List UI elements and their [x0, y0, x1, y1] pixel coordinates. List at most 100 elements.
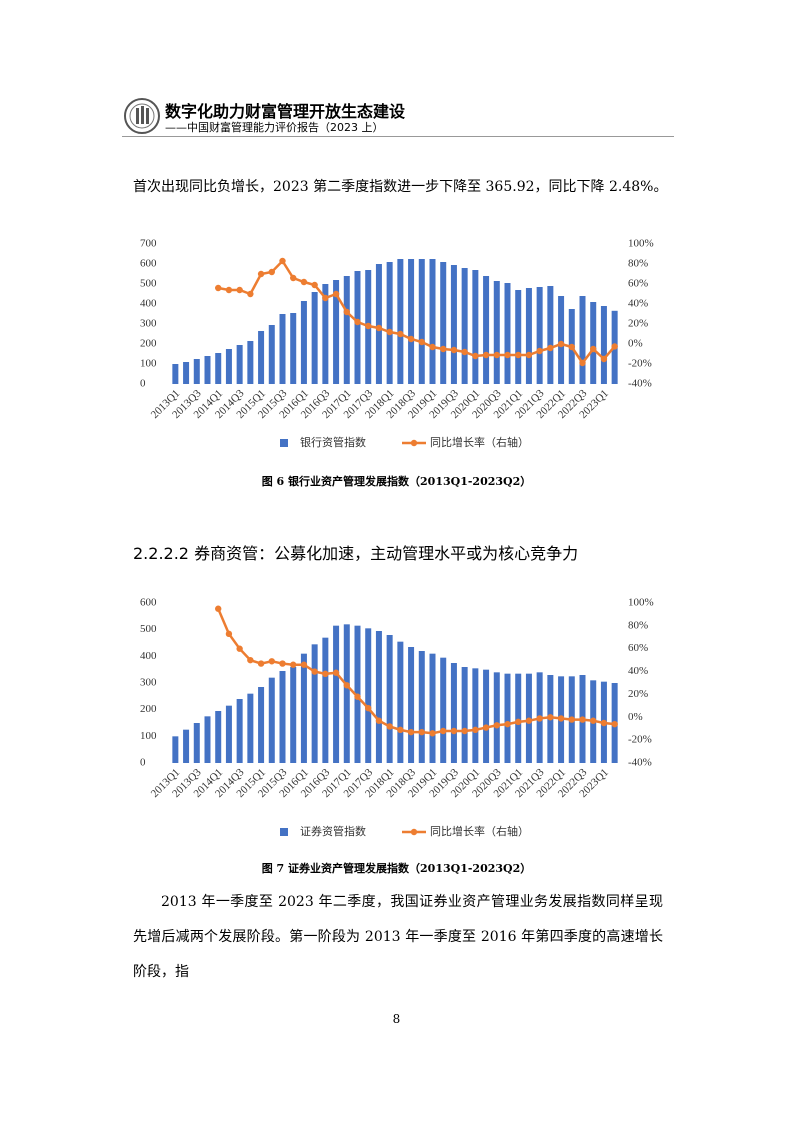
- y-tick-label: 200: [140, 338, 157, 350]
- bar: [268, 325, 275, 384]
- bar: [472, 270, 479, 384]
- y-tick-label: 400: [140, 298, 157, 310]
- line-marker: [568, 716, 575, 723]
- line-marker: [579, 359, 586, 367]
- y2-tick-label: 20%: [628, 318, 648, 330]
- line-marker: [375, 717, 383, 724]
- line-marker: [504, 720, 511, 728]
- line-marker: [247, 656, 254, 664]
- bar: [483, 276, 490, 384]
- y2-tick-label: 60%: [628, 642, 648, 654]
- y-tick-label: 0: [140, 378, 146, 390]
- bar: [450, 663, 457, 763]
- line-marker: [579, 716, 586, 723]
- line-marker: [461, 348, 468, 356]
- section-heading: 2.2.2.2 券商资管：公募化加速，主动管理水平或为核心竞争力: [133, 544, 579, 563]
- bar: [397, 641, 404, 763]
- line-marker: [332, 290, 340, 298]
- bar: [525, 288, 532, 384]
- y-tick-label: 500: [140, 623, 157, 635]
- header-subtitle: ——中国财富管理能力评价报告（2023 上）: [165, 121, 384, 134]
- line-marker: [397, 330, 404, 338]
- paragraph: 2013 年一季度至 2023 年二季度，我国证券业资产管理业务发展指数同样呈现…: [133, 894, 663, 980]
- y-tick-label: 100: [140, 730, 157, 742]
- bar: [536, 287, 543, 384]
- bar: [365, 628, 372, 763]
- y-tick-label: 600: [140, 597, 157, 609]
- legend-swatch: [280, 828, 288, 836]
- bar: [322, 637, 329, 763]
- bar: [418, 259, 425, 384]
- line-marker: [557, 715, 565, 722]
- y-tick-label: 700: [140, 238, 157, 250]
- bar: [386, 262, 393, 384]
- bar: [343, 624, 350, 763]
- bar: [225, 705, 232, 763]
- bar: [290, 667, 297, 763]
- bar: [204, 716, 211, 763]
- line-marker: [600, 355, 608, 363]
- line: [217, 258, 616, 366]
- bar: [600, 306, 607, 384]
- bar: [493, 281, 500, 384]
- line-marker: [386, 723, 393, 730]
- y2-tick-label: 40%: [628, 298, 648, 310]
- bar: [408, 647, 415, 763]
- line-marker: [450, 346, 458, 354]
- y2-tick-label: 20%: [628, 688, 648, 700]
- line-marker: [354, 318, 361, 326]
- y2-tick-label: -20%: [628, 734, 652, 746]
- line-marker: [225, 286, 233, 294]
- line-marker: [257, 270, 265, 278]
- y2-tick-label: 0%: [628, 711, 643, 723]
- line-marker: [311, 281, 318, 289]
- bar: [515, 673, 522, 763]
- line-marker: [450, 727, 458, 735]
- chart: 0 100 200 300 400 500 600 -40% -20% 0% 20% 40% 60% 80…: [140, 597, 654, 838]
- line-marker: [236, 286, 243, 294]
- line-marker: [215, 605, 222, 612]
- bar: [461, 667, 468, 763]
- line-marker: [343, 682, 350, 689]
- bar: [579, 296, 586, 384]
- line: [217, 608, 615, 735]
- line-marker: [515, 351, 522, 359]
- bar: [258, 687, 265, 763]
- line-marker: [482, 351, 490, 359]
- bar: [375, 264, 382, 384]
- y-tick-label: 300: [140, 318, 157, 330]
- bar: [279, 671, 286, 763]
- y2-tick-label: -40%: [628, 757, 652, 769]
- line-marker: [418, 338, 425, 346]
- line-marker: [493, 722, 500, 729]
- line-marker: [611, 720, 618, 728]
- bar: [247, 693, 254, 763]
- line-marker: [290, 661, 297, 668]
- line-marker: [300, 661, 308, 668]
- line-marker: [590, 717, 597, 724]
- legend-label: 证券资管指数: [300, 824, 366, 838]
- line-marker: [515, 718, 522, 726]
- bar: [268, 677, 275, 763]
- legend-swatch: [410, 439, 418, 447]
- line-marker: [493, 351, 500, 359]
- line-marker: [611, 343, 618, 350]
- bar: [258, 331, 265, 384]
- bar: [300, 301, 307, 384]
- bar: [236, 345, 243, 384]
- bar: [440, 262, 447, 384]
- line-marker: [386, 328, 393, 336]
- line-marker: [525, 351, 533, 359]
- paragraph: 首次出现同比负增长，2023 第二季度指数进一步下降至 365.92，同比下降 …: [133, 179, 668, 195]
- y-tick-label: 200: [140, 703, 157, 715]
- bar: [333, 625, 340, 763]
- bar: [279, 314, 286, 384]
- y2-tick-label: 0%: [628, 338, 643, 350]
- bar: [311, 292, 318, 384]
- bar: [172, 736, 179, 763]
- bar: [450, 265, 457, 384]
- bar: [590, 302, 597, 384]
- bar: [225, 349, 232, 384]
- line-marker: [482, 724, 490, 731]
- y-tick-label: 100: [140, 358, 157, 370]
